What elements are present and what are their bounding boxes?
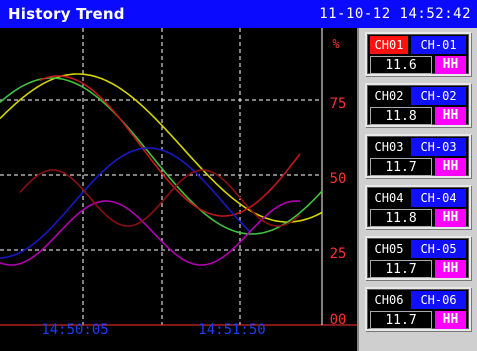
trend-curves (0, 73, 323, 266)
trend-curve-ch01 (0, 73, 323, 223)
channel-card-ch04[interactable]: CH04 CH-04 11.8 HH (365, 185, 471, 229)
unit-label: % (332, 37, 340, 51)
channel-id-tag: CH06 (370, 291, 408, 309)
trend-plot[interactable]: % 75 50 25 00 14:50:05 14:51:50 (0, 28, 357, 351)
x-tick-label-start: 14:50:05 (41, 322, 108, 338)
title-bar: History Trend 11-10-12 14:52:42 (0, 0, 477, 28)
alarm-badge: HH (435, 209, 466, 227)
channel-card-ch02[interactable]: CH02 CH-02 11.8 HH (365, 83, 471, 127)
channel-panel: CH01 CH-01 11.6 HH CH02 CH-02 11.8 HH CH… (357, 28, 477, 351)
channel-id-tag: CH03 (370, 138, 408, 156)
trend-curve-ch02 (0, 77, 323, 235)
channel-id-tag: CH04 (370, 189, 408, 207)
trend-plot-canvas[interactable]: % 75 50 25 00 14:50:05 14:51:50 (0, 28, 357, 351)
channel-name: CH-06 (411, 291, 466, 309)
trend-curve-ch03 (39, 75, 301, 217)
y-tick-label-25: 25 (330, 246, 347, 262)
plot-grid (0, 28, 357, 326)
channel-value: 11.8 (370, 209, 432, 227)
channel-value: 11.7 (370, 260, 432, 278)
channel-id-tag: CH05 (370, 240, 408, 258)
channel-card-ch03[interactable]: CH03 CH-03 11.7 HH (365, 134, 471, 178)
alarm-badge: HH (435, 158, 466, 176)
channel-value: 11.7 (370, 158, 432, 176)
alarm-badge: HH (435, 107, 466, 125)
channel-name: CH-01 (411, 36, 466, 54)
alarm-badge: HH (435, 311, 466, 329)
x-tick-label-end: 14:51:50 (198, 322, 265, 338)
channel-id-tag: CH02 (370, 87, 408, 105)
channel-name: CH-03 (411, 138, 466, 156)
y-tick-label-00: 00 (330, 312, 347, 328)
trend-curve-ch05 (0, 200, 301, 266)
channel-value: 11.7 (370, 311, 432, 329)
channel-card-ch06[interactable]: CH06 CH-06 11.7 HH (365, 287, 471, 331)
alarm-badge: HH (435, 56, 466, 74)
alarm-badge: HH (435, 260, 466, 278)
screen-title: History Trend (8, 5, 125, 23)
trend-curve-ch04 (0, 147, 251, 259)
trend-curve-ch06 (19, 169, 301, 227)
y-tick-label-75: 75 (330, 96, 347, 112)
date-time-display: 11-10-12 14:52:42 (319, 6, 471, 22)
channel-name: CH-02 (411, 87, 466, 105)
channel-id-tag: CH01 (370, 36, 408, 54)
y-tick-label-50: 50 (330, 171, 347, 187)
channel-value: 11.6 (370, 56, 432, 74)
channel-name: CH-05 (411, 240, 466, 258)
channel-value: 11.8 (370, 107, 432, 125)
channel-card-ch05[interactable]: CH05 CH-05 11.7 HH (365, 236, 471, 280)
channel-name: CH-04 (411, 189, 466, 207)
channel-card-ch01[interactable]: CH01 CH-01 11.6 HH (365, 32, 471, 76)
